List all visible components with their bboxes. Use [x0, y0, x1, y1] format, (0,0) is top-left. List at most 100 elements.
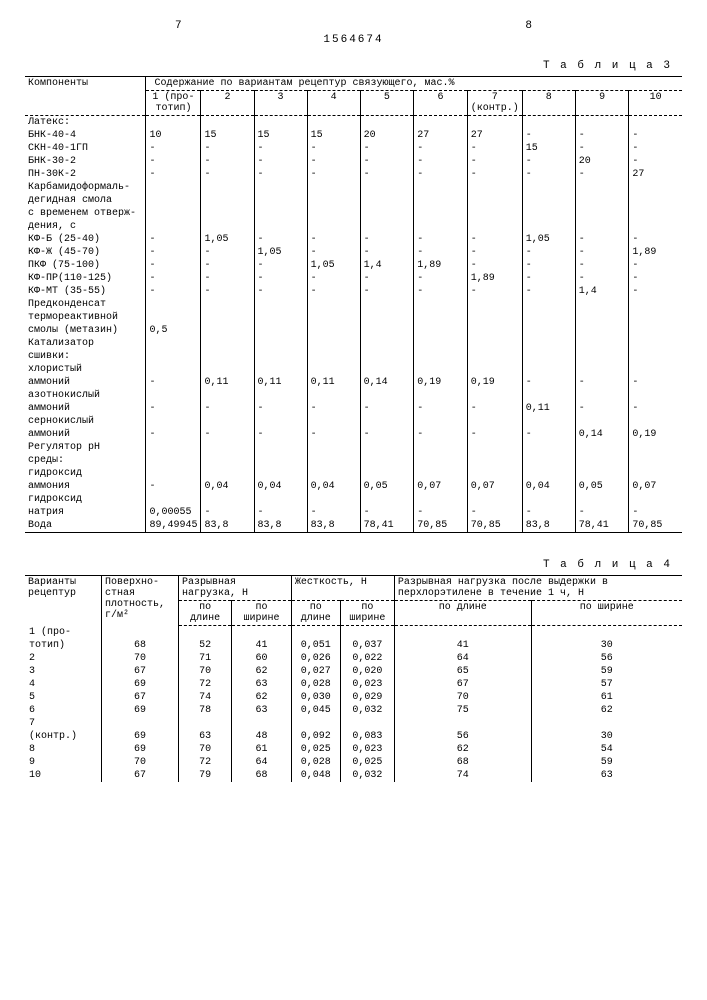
data-cell: - [629, 402, 682, 415]
data-cell [307, 454, 360, 467]
data-cell: 0,11 [522, 402, 575, 415]
data-cell: 0,05 [360, 480, 414, 493]
data-cell: - [201, 155, 254, 168]
data-cell [254, 207, 307, 220]
data-cell: 27 [467, 129, 522, 142]
data-cell [201, 207, 254, 220]
variant-label: тотип) [25, 639, 102, 652]
data-cell: - [522, 129, 575, 142]
data-cell [629, 415, 682, 428]
data-cell: - [360, 428, 414, 441]
variant-label: 4 [25, 678, 102, 691]
component-label: дегидная смола [25, 194, 146, 207]
data-cell: - [575, 402, 629, 415]
variant-label: 6 [25, 704, 102, 717]
data-cell: - [201, 246, 254, 259]
data-cell: 0,04 [307, 480, 360, 493]
data-cell [254, 493, 307, 506]
variant-header: 7 (контр.) [467, 91, 522, 116]
data-cell [522, 324, 575, 337]
data-cell [629, 493, 682, 506]
data-cell: 70,85 [467, 519, 522, 533]
component-label: КФ-МТ (35-55) [25, 285, 146, 298]
data-cell [575, 350, 629, 363]
data-cell [522, 389, 575, 402]
data-cell: - [575, 129, 629, 142]
data-cell [307, 220, 360, 233]
t4-sub-len: по длине [179, 601, 232, 626]
component-label: с временем отверж- [25, 207, 146, 220]
data-cell: 0,020 [340, 665, 394, 678]
data-cell [307, 298, 360, 311]
data-cell [575, 467, 629, 480]
data-cell: 74 [179, 691, 232, 704]
data-cell: 0,19 [467, 376, 522, 389]
data-cell [146, 311, 201, 324]
data-cell [232, 626, 292, 639]
data-cell: 70 [179, 665, 232, 678]
data-cell [522, 116, 575, 130]
data-cell: 56 [531, 652, 682, 665]
variant-header: 1 (про­тотип) [146, 91, 201, 116]
density-cell: 69 [102, 730, 179, 743]
data-cell [467, 337, 522, 350]
variant-header: 10 [629, 91, 682, 116]
data-cell [575, 415, 629, 428]
data-cell [522, 467, 575, 480]
data-cell [629, 454, 682, 467]
data-cell [201, 415, 254, 428]
data-cell [146, 467, 201, 480]
data-cell [201, 493, 254, 506]
data-cell: 60 [232, 652, 292, 665]
table3-caption: Т а б л и ц а 3 [25, 60, 682, 72]
data-cell [522, 220, 575, 233]
component-label: Предконденсат [25, 298, 146, 311]
data-cell [414, 181, 468, 194]
data-cell [254, 311, 307, 324]
component-label: среды: [25, 454, 146, 467]
variant-label: (контр.) [25, 730, 102, 743]
data-cell [307, 441, 360, 454]
data-cell [629, 441, 682, 454]
data-cell [414, 441, 468, 454]
component-label: смолы (метазин) [25, 324, 146, 337]
component-label: сернокислый [25, 415, 146, 428]
data-cell [307, 493, 360, 506]
data-cell: - [414, 142, 468, 155]
component-label: КФ-Ж (45-70) [25, 246, 146, 259]
data-cell [522, 493, 575, 506]
data-cell [414, 337, 468, 350]
data-cell [394, 626, 531, 639]
data-cell: - [146, 480, 201, 493]
t4-col-density: Поверхно- стная плотность, г/м² [102, 576, 179, 626]
data-cell: 0,14 [360, 376, 414, 389]
data-cell [522, 441, 575, 454]
data-cell [467, 350, 522, 363]
data-cell [146, 415, 201, 428]
data-cell: - [629, 129, 682, 142]
data-cell [201, 467, 254, 480]
data-cell [340, 626, 394, 639]
data-cell [522, 454, 575, 467]
data-cell [307, 194, 360, 207]
data-cell: - [146, 428, 201, 441]
data-cell: 1,89 [629, 246, 682, 259]
t4-sub-len: по длине [394, 601, 531, 626]
data-cell: 48 [232, 730, 292, 743]
data-cell: - [629, 506, 682, 519]
data-cell: - [467, 142, 522, 155]
data-cell [575, 389, 629, 402]
data-cell [201, 363, 254, 376]
data-cell: 41 [232, 639, 292, 652]
table-4: Варианты рецептур Поверхно- стная плотно… [25, 575, 682, 782]
variant-header: 5 [360, 91, 414, 116]
data-cell: - [522, 259, 575, 272]
data-cell: - [575, 272, 629, 285]
data-cell [201, 441, 254, 454]
data-cell [307, 363, 360, 376]
data-cell [201, 454, 254, 467]
component-label: Регулятор pH [25, 441, 146, 454]
data-cell: - [414, 285, 468, 298]
data-cell: - [522, 428, 575, 441]
data-cell [575, 181, 629, 194]
